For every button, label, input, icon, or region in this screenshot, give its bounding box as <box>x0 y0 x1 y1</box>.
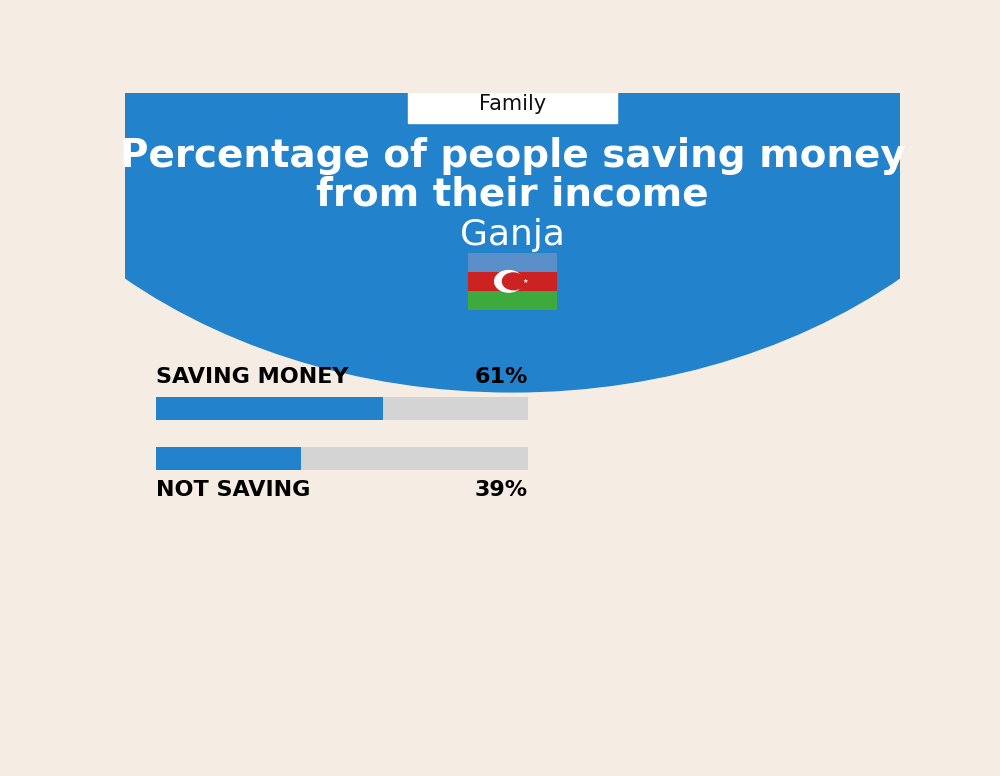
Ellipse shape <box>0 0 1000 392</box>
Text: ★: ★ <box>523 279 528 284</box>
Bar <box>156 397 383 420</box>
Text: 39%: 39% <box>475 480 528 501</box>
Circle shape <box>502 273 524 289</box>
Bar <box>468 291 557 310</box>
Text: NOT SAVING: NOT SAVING <box>156 480 310 501</box>
Bar <box>156 397 528 420</box>
Text: Family: Family <box>479 94 546 114</box>
Text: Percentage of people saving money: Percentage of people saving money <box>120 137 905 175</box>
Bar <box>156 447 528 469</box>
Bar <box>468 272 557 291</box>
Circle shape <box>495 271 523 292</box>
FancyBboxPatch shape <box>408 84 617 123</box>
Bar <box>156 447 301 469</box>
Text: SAVING MONEY: SAVING MONEY <box>156 366 349 386</box>
Text: Ganja: Ganja <box>460 218 565 252</box>
Text: 61%: 61% <box>475 366 528 386</box>
Text: from their income: from their income <box>316 175 709 213</box>
Bar <box>468 253 557 272</box>
